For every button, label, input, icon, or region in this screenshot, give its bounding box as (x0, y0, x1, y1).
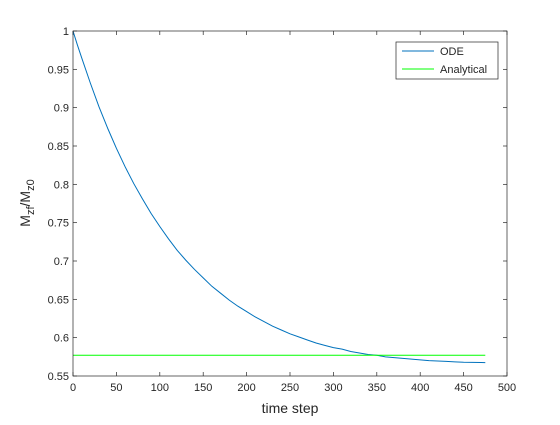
x-axis-label: time step (262, 400, 319, 416)
x-tick-label: 450 (454, 382, 472, 394)
y-tick-label: 0.6 (54, 333, 69, 345)
x-tick-label: 0 (70, 382, 76, 394)
legend-label-ode: ODE (440, 46, 464, 58)
y-tick-label: 0.95 (48, 64, 69, 76)
y-tick-label: 0.65 (48, 294, 69, 306)
y-axis-label: Mzf/Mz0 (17, 179, 37, 226)
x-tick-label: 400 (411, 382, 429, 394)
x-tick-label: 200 (237, 382, 255, 394)
x-tick-label: 300 (324, 382, 342, 394)
y-label-sub2: z0 (25, 179, 37, 191)
series-layer (72, 30, 486, 364)
y-label-main: M (17, 215, 33, 227)
plot-area (73, 31, 507, 376)
x-tick-label: 250 (281, 382, 299, 394)
x-tick-label: 150 (194, 382, 212, 394)
y-label-mid: /M (17, 191, 33, 207)
x-tick-label: 100 (151, 382, 169, 394)
y-tick-label: 0.55 (48, 371, 69, 383)
x-tick-label: 350 (368, 382, 386, 394)
legend: ODE Analytical (395, 41, 499, 80)
legend-box (395, 41, 499, 80)
y-label-sub1: zf (25, 206, 37, 216)
series-line-0 (72, 30, 486, 364)
y-tick-label: 0.7 (54, 256, 69, 268)
ticks-layer: 0 50 100 150 200 250 300 350 400 450 500 0.55 0.6 0.6… (48, 26, 517, 394)
legend-label-analytical: Analytical (440, 64, 487, 76)
y-tick-label: 0.8 (54, 179, 69, 191)
y-tick-label: 0.9 (54, 103, 69, 115)
y-tick-label: 1 (63, 26, 69, 38)
x-tick-label: 50 (110, 382, 122, 394)
y-tick-label: 0.85 (48, 141, 69, 153)
y-tick-label: 0.75 (48, 218, 69, 230)
x-tick-label: 500 (498, 382, 516, 394)
